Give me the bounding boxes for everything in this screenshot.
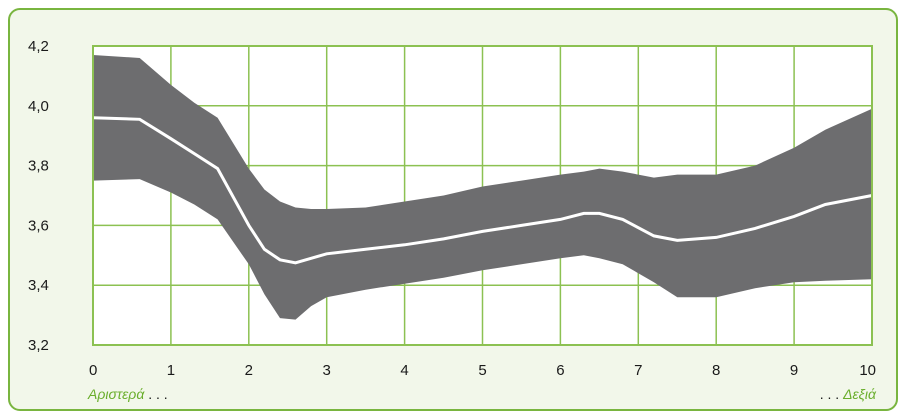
- confidence-band: [93, 55, 872, 320]
- y-tick-label: 3,8: [28, 158, 49, 175]
- x-tick-label: 5: [478, 362, 486, 379]
- y-tick-label: 3,6: [28, 217, 49, 234]
- x-tick-label: 9: [790, 362, 798, 379]
- x-tick-label: 10: [859, 362, 876, 379]
- left-end-label: Αριστερά . . .: [88, 386, 168, 402]
- x-tick-labels: 0 1 2 3 4 5 6 7 8 9 10: [89, 362, 876, 379]
- x-tick-label: 2: [245, 362, 253, 379]
- y-tick-label: 4,2: [28, 38, 49, 55]
- right-end-word: Δεξιά: [843, 386, 876, 402]
- x-tick-label: 8: [712, 362, 720, 379]
- x-tick-label: 1: [167, 362, 175, 379]
- y-tick-labels: 3,2 3,4 3,6 3,8 4,0 4,2: [28, 38, 49, 354]
- x-tick-label: 4: [400, 362, 408, 379]
- x-tick-label: 6: [556, 362, 564, 379]
- left-end-word: Αριστερά: [88, 386, 145, 402]
- right-end-label: . . . Δεξιά: [820, 386, 876, 402]
- x-tick-label: 3: [323, 362, 331, 379]
- x-tick-label: 7: [634, 362, 642, 379]
- y-tick-label: 3,4: [28, 277, 49, 294]
- plot-border: [92, 45, 873, 346]
- y-tick-label: 4,0: [28, 98, 49, 115]
- left-end-dots: . . .: [144, 386, 168, 402]
- center-line: [92, 116, 873, 265]
- y-tick-label: 3,2: [28, 337, 49, 354]
- right-end-dots: . . .: [819, 386, 844, 402]
- x-tick-label: 0: [89, 362, 97, 379]
